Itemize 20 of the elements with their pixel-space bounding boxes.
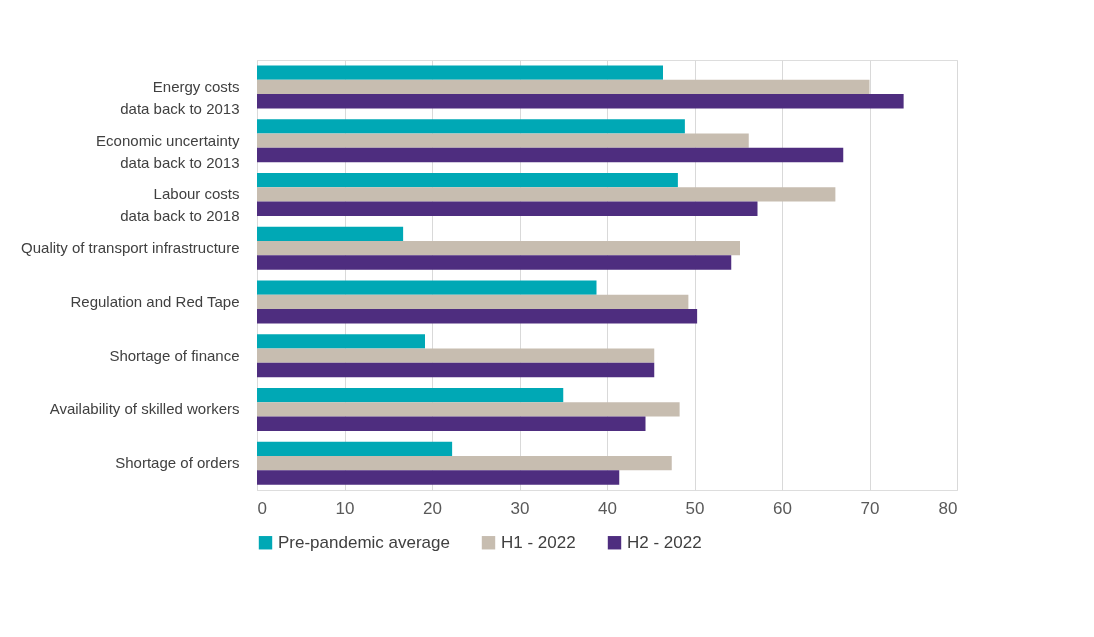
x-tick-label: 60 (773, 498, 792, 518)
x-tick-label: 70 (860, 498, 880, 518)
x-tick-label: 20 (423, 498, 442, 518)
x-tick-label: 40 (598, 498, 617, 518)
y-tick-label: Regulation and Red Tape (70, 292, 240, 310)
y-tick-label: Energy costs data back to 2013 (120, 77, 240, 117)
y-tick-label: Shortage of orders (115, 454, 240, 472)
y-tick-label: Availability of skilled workers (49, 400, 240, 418)
y-tick-label: Quality of transport infrastructure (21, 239, 240, 257)
x-tick-label: 10 (335, 498, 355, 518)
y-tick-label: Economic uncertainty data back to 2013 (96, 131, 240, 171)
legend-label: Pre-pandemic average (278, 532, 450, 552)
x-tick-label: 50 (685, 498, 705, 518)
x-tick-label: 0 (257, 498, 267, 518)
x-tick-label: 30 (510, 498, 530, 518)
x-tick-label: 80 (938, 498, 958, 518)
y-tick-label: Shortage of finance (109, 346, 240, 364)
legend-label: H2 - 2022 (627, 532, 702, 552)
legend-label: H1 - 2022 (501, 532, 576, 552)
y-tick-label: Labour costs data back to 2018 (120, 185, 240, 225)
